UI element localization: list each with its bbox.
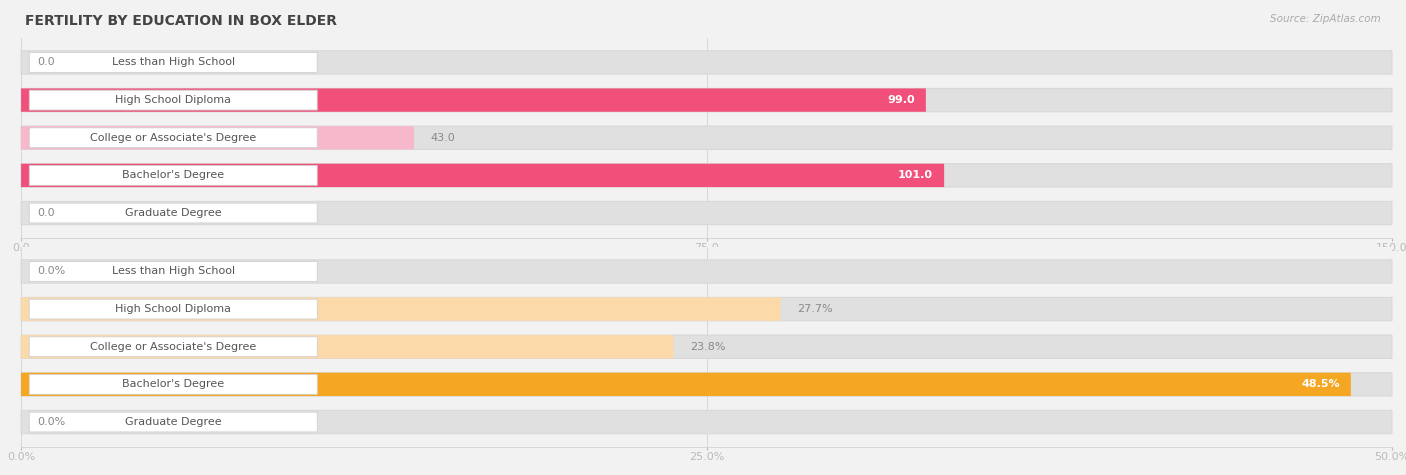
- FancyBboxPatch shape: [30, 337, 318, 357]
- Text: College or Associate's Degree: College or Associate's Degree: [90, 342, 256, 352]
- Text: 0.0: 0.0: [38, 57, 55, 67]
- FancyBboxPatch shape: [30, 299, 318, 319]
- FancyBboxPatch shape: [21, 335, 1392, 359]
- Text: 23.8%: 23.8%: [690, 342, 725, 352]
- FancyBboxPatch shape: [21, 164, 1392, 187]
- Text: 99.0: 99.0: [887, 95, 915, 105]
- Text: High School Diploma: High School Diploma: [115, 304, 231, 314]
- Text: Graduate Degree: Graduate Degree: [125, 208, 222, 218]
- FancyBboxPatch shape: [30, 262, 318, 281]
- FancyBboxPatch shape: [21, 335, 673, 359]
- Text: Bachelor's Degree: Bachelor's Degree: [122, 171, 225, 180]
- Text: FERTILITY BY EDUCATION IN BOX ELDER: FERTILITY BY EDUCATION IN BOX ELDER: [25, 14, 337, 28]
- FancyBboxPatch shape: [30, 203, 318, 223]
- FancyBboxPatch shape: [21, 410, 1392, 434]
- Text: Bachelor's Degree: Bachelor's Degree: [122, 380, 225, 390]
- Text: 43.0: 43.0: [430, 133, 456, 143]
- FancyBboxPatch shape: [21, 88, 927, 112]
- Text: 0.0%: 0.0%: [38, 266, 66, 276]
- FancyBboxPatch shape: [30, 165, 318, 185]
- Text: 48.5%: 48.5%: [1301, 380, 1340, 390]
- FancyBboxPatch shape: [30, 374, 318, 394]
- Text: 27.7%: 27.7%: [797, 304, 832, 314]
- FancyBboxPatch shape: [21, 297, 780, 321]
- Text: 0.0: 0.0: [38, 208, 55, 218]
- FancyBboxPatch shape: [30, 53, 318, 72]
- FancyBboxPatch shape: [21, 260, 1392, 283]
- FancyBboxPatch shape: [21, 88, 1392, 112]
- Text: Source: ZipAtlas.com: Source: ZipAtlas.com: [1270, 14, 1381, 24]
- FancyBboxPatch shape: [21, 373, 1392, 396]
- Text: High School Diploma: High School Diploma: [115, 95, 231, 105]
- Text: 0.0%: 0.0%: [38, 417, 66, 427]
- Text: College or Associate's Degree: College or Associate's Degree: [90, 133, 256, 143]
- Text: Graduate Degree: Graduate Degree: [125, 417, 222, 427]
- FancyBboxPatch shape: [30, 412, 318, 432]
- FancyBboxPatch shape: [21, 201, 1392, 225]
- FancyBboxPatch shape: [21, 126, 1392, 150]
- Text: Less than High School: Less than High School: [111, 57, 235, 67]
- FancyBboxPatch shape: [30, 90, 318, 110]
- FancyBboxPatch shape: [30, 128, 318, 148]
- Text: Less than High School: Less than High School: [111, 266, 235, 276]
- Text: 101.0: 101.0: [898, 171, 934, 180]
- FancyBboxPatch shape: [21, 126, 415, 150]
- FancyBboxPatch shape: [21, 297, 1392, 321]
- FancyBboxPatch shape: [21, 164, 945, 187]
- FancyBboxPatch shape: [21, 51, 1392, 74]
- FancyBboxPatch shape: [21, 373, 1351, 396]
